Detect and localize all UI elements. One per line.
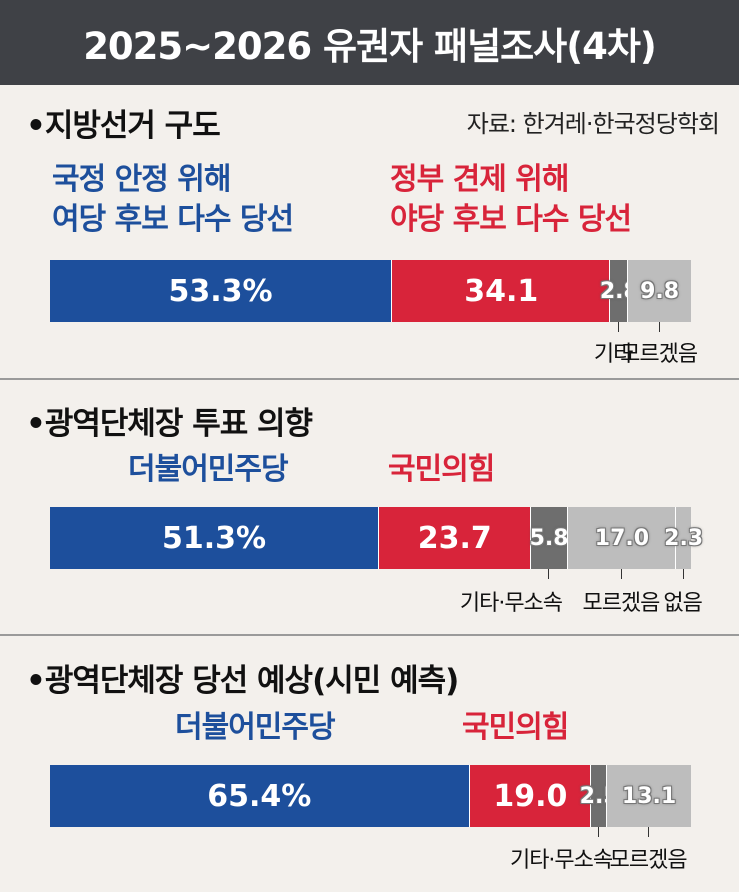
leader-line [618,322,620,332]
leader-line [658,322,660,332]
bar-segment: 23.7 [377,507,531,569]
bar-segment: 13.1 [606,765,691,827]
leader-line [682,569,684,579]
segment-value-label: 19.0 [493,778,568,814]
stacked-bar: 65.4% 19.0 2.5 13.1 [50,765,691,827]
source-note: 자료: 한겨레·한국정당학회 [466,110,720,138]
stacked-bar: 51.3% 23.7 5.8 17.0 2.3 [50,507,703,569]
segment-value-label: 65.4% [207,778,312,814]
bar-segment: 53.3% [50,260,392,322]
category-label: 기타·무소속 [509,848,613,873]
leader-line [620,569,622,579]
leader-line [598,827,600,837]
segment-value-label: 51.3% [161,520,267,556]
bar-segment: 2.8 [600,260,639,322]
bar-segment: 34.1 [391,260,611,322]
series-label-blue: 더불어민주당 [128,452,289,487]
bar-segment: 17.0 [566,507,677,569]
category-label: 모르겠음 [582,591,660,616]
stacked-bar: 53.3% 34.1 2.8 9.8 [50,260,691,322]
segment-value-label: 13.1 [621,783,677,809]
category-label: 없음 [663,591,702,616]
segment-value-label: 5.8 [529,525,569,551]
bar-segment: 9.8 [627,260,691,322]
segment-value-label: 34.1 [464,273,539,309]
chart-title: •지방선거 구도 [26,108,221,144]
segment-value-label: 2.3 [664,525,704,551]
section-divider [0,378,739,380]
category-label: 모르겠음 [620,342,698,367]
page-title: 2025~2026 유권자 패널조사(4차) [0,0,739,85]
bar-segment: 5.8 [529,507,569,569]
section-divider [0,634,739,636]
bar-segment: 2.5 [580,765,619,827]
chart-title: •광역단체장 투표 의향 [26,406,313,442]
segment-value-label: 9.8 [640,278,680,304]
leader-line [548,569,550,579]
series-label-red: 국민의힘 [462,710,569,745]
series-label-blue: 국정 안정 위해 여당 후보 다수 당선 [52,162,294,237]
segment-value-label: 17.0 [594,525,650,551]
leader-line [648,827,650,837]
bar-segment: 51.3% [50,507,378,569]
bar-segment: 19.0 [468,765,592,827]
segment-value-label: 53.3% [168,273,273,309]
category-label: 기타 [593,342,633,367]
bar-segment: 65.4% [50,765,469,827]
series-label-red: 정부 견제 위해 야당 후보 다수 당선 [390,162,632,237]
bar-segment: 2.3 [664,507,703,569]
category-label: 기타·무소속 [459,591,563,616]
series-label-red: 국민의힘 [388,452,495,487]
chart-title: •광역단체장 당선 예상(시민 예측) [26,663,459,699]
segment-value-label: 23.7 [417,520,492,556]
series-label-blue: 더불어민주당 [175,710,336,745]
category-label: 모르겠음 [609,848,688,873]
